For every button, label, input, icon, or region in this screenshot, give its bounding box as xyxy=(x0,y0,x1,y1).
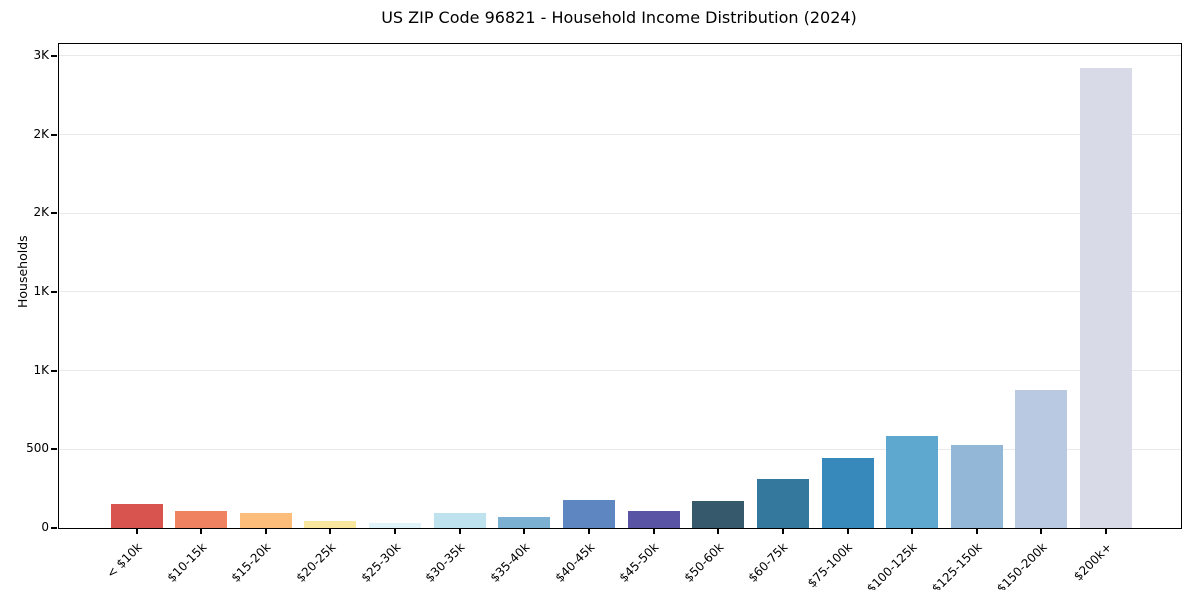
bar xyxy=(627,511,680,528)
gridline xyxy=(59,448,1181,450)
y-tick-mark xyxy=(51,133,57,136)
x-tick-label: $200k+ xyxy=(1070,540,1114,584)
x-tick-mark xyxy=(394,528,397,534)
x-tick-mark xyxy=(135,528,138,534)
x-tick-mark xyxy=(523,528,526,534)
x-tick-label: $40-45k xyxy=(552,540,597,585)
y-tick-mark xyxy=(51,448,57,451)
bar xyxy=(821,457,874,528)
chart-title: US ZIP Code 96821 - Household Income Dis… xyxy=(381,8,857,27)
y-tick-label: 0 xyxy=(41,520,49,534)
x-tick-mark xyxy=(781,528,784,534)
y-tick-label: 3K xyxy=(33,47,49,62)
x-tick-label: $25-30k xyxy=(358,540,403,585)
x-tick-label: $60-75k xyxy=(745,540,791,585)
x-tick-label: < $10k xyxy=(103,540,145,581)
x-tick-mark xyxy=(200,528,203,534)
bar xyxy=(756,478,809,528)
x-tick-mark xyxy=(1040,528,1043,534)
x-tick-mark xyxy=(458,528,461,534)
y-tick-mark xyxy=(51,527,57,529)
x-tick-label: $75-100k xyxy=(805,540,856,590)
y-tick-mark xyxy=(51,54,57,57)
x-tick-label: $30-35k xyxy=(422,540,468,585)
bar xyxy=(1080,67,1133,528)
gridline xyxy=(59,212,1181,214)
gridline xyxy=(59,291,1181,293)
bar xyxy=(110,504,163,528)
y-tick-label: 1K xyxy=(33,362,49,377)
x-tick-mark xyxy=(717,528,720,534)
bar xyxy=(1015,389,1068,528)
gridline xyxy=(59,55,1181,57)
y-tick-label: 2K xyxy=(33,205,49,220)
plot-area: < $10k $10-15k $15-20k $20-25k $25-30k $30-35… xyxy=(51,43,1182,590)
y-tick-label: 500 xyxy=(26,441,49,456)
x-tick-label: $10-15k xyxy=(164,540,210,585)
x-tick-label: $45-50k xyxy=(616,540,662,585)
x-tick-mark xyxy=(975,528,978,534)
gridline xyxy=(59,134,1181,136)
x-tick-mark xyxy=(329,528,332,534)
y-tick-mark xyxy=(51,212,57,215)
x-tick-mark xyxy=(652,528,655,534)
bar xyxy=(433,512,486,528)
bar xyxy=(498,516,551,528)
x-tick-mark xyxy=(846,528,849,534)
bar xyxy=(369,522,422,528)
bar xyxy=(175,511,228,528)
x-tick-label: $100-125k xyxy=(864,540,921,590)
bar xyxy=(304,520,357,528)
x-tick-mark xyxy=(911,528,914,534)
x-tick-mark xyxy=(1105,528,1108,534)
x-tick-label: $35-40k xyxy=(487,540,533,585)
x-tick-label: $50-60k xyxy=(681,540,727,585)
y-tick-mark xyxy=(51,290,57,293)
y-tick-label: 1K xyxy=(33,283,49,298)
x-tick-label: $15-20k xyxy=(228,540,274,585)
y-tick-mark xyxy=(51,369,57,372)
bar xyxy=(886,435,939,528)
x-tick-label: $20-25k xyxy=(293,540,339,585)
bar xyxy=(692,500,745,528)
x-tick-label: $125-150k xyxy=(929,540,985,590)
x-tick-mark xyxy=(587,528,590,534)
bar xyxy=(239,512,292,528)
y-tick-label: 2K xyxy=(33,126,49,141)
gridline xyxy=(59,370,1181,372)
x-tick-label: $150-200k xyxy=(993,540,1050,590)
bar xyxy=(562,499,615,528)
bar xyxy=(950,444,1003,528)
x-tick-mark xyxy=(264,528,267,534)
